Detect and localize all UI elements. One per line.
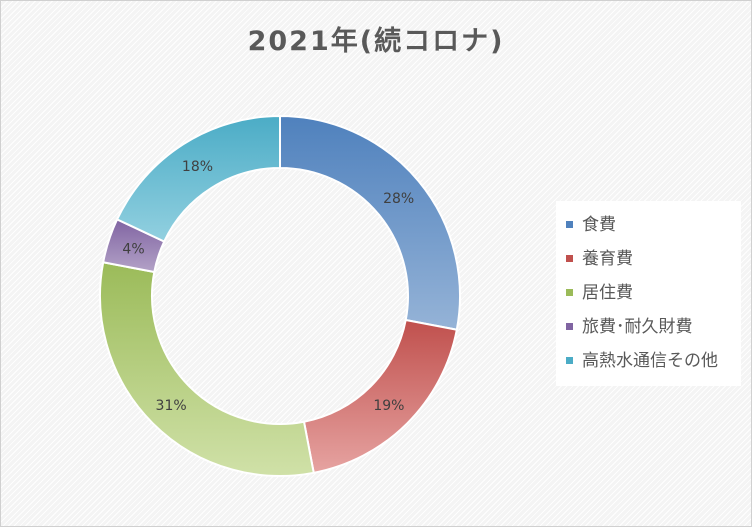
legend: 食費養育費居住費旅費･耐久財費高熱水通信その他	[556, 201, 741, 386]
legend-label: 旅費･耐久財費	[582, 317, 693, 337]
legend-swatch	[566, 289, 573, 296]
legend-swatch	[566, 323, 573, 330]
legend-swatch	[566, 255, 573, 262]
chart-title: 2021年(続コロナ)	[247, 26, 505, 57]
legend-label: 食費	[582, 215, 616, 235]
legend-label: 高熱水通信その他	[582, 351, 718, 371]
data-label-2: 19%	[373, 398, 404, 414]
data-label-5: 18%	[182, 159, 213, 175]
slice-3	[99, 261, 315, 477]
legend-label: 養育費	[582, 249, 633, 269]
data-label-1: 28%	[383, 191, 414, 207]
data-label-4: 4%	[122, 241, 144, 257]
legend-label: 居住費	[582, 283, 633, 303]
legend-swatch	[566, 221, 573, 228]
slice-2	[302, 318, 458, 474]
slice-5	[115, 114, 281, 243]
slice-1	[279, 114, 461, 331]
data-label-3: 31%	[156, 398, 187, 414]
legend-swatch	[566, 357, 573, 364]
